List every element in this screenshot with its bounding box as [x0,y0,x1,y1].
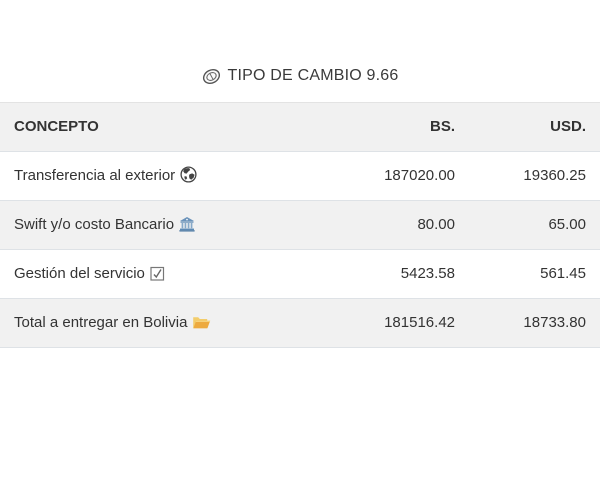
usd-value: 18733.80 [469,298,600,348]
column-header-concepto: CONCEPTO [0,102,330,152]
checkbox-icon [150,266,165,281]
table-row-swift: Swift y/o costo Bancario [0,200,600,250]
open-folder-icon [192,315,211,330]
bs-value: 5423.58 [330,249,469,299]
bs-value: 181516.42 [330,298,469,348]
column-header-bs: BS. [330,102,469,152]
exchange-table: CONCEPTO BS. USD. Transferencia al exter… [0,102,600,348]
table-row-gestion: Gestión del servicio 5423.58 561.45 [0,249,600,299]
bs-value: 187020.00 [330,151,469,201]
table-row-total: Total a entregar en Bolivia 181516.42 18… [0,298,600,348]
concept-label: Total a entregar en Bolivia [14,314,188,331]
usd-value: 65.00 [469,200,600,250]
concept-cell: Swift y/o costo Bancario [0,200,330,250]
column-header-usd: USD. [469,102,600,152]
bank-icon [179,216,195,232]
exchange-rate-title: TIPO DE CAMBIO 9.66 [0,64,600,88]
concept-label: Transferencia al exterior [14,167,176,184]
concept-label: Gestión del servicio [14,265,145,282]
table-row-transferencia: Transferencia al exterior 187020.00 1936… [0,151,600,201]
usd-value: 19360.25 [469,151,600,201]
page-title: TIPO DE CAMBIO 9.66 [227,67,399,84]
coin-icon [202,67,221,86]
usd-value: 561.45 [469,249,600,299]
concept-cell: Transferencia al exterior [0,151,330,201]
concept-cell: Gestión del servicio [0,249,330,299]
table-header-row: CONCEPTO BS. USD. [0,102,600,152]
globe-icon [180,166,197,183]
concept-label: Swift y/o costo Bancario [14,216,175,233]
bs-value: 80.00 [330,200,469,250]
concept-cell: Total a entregar en Bolivia [0,298,330,348]
